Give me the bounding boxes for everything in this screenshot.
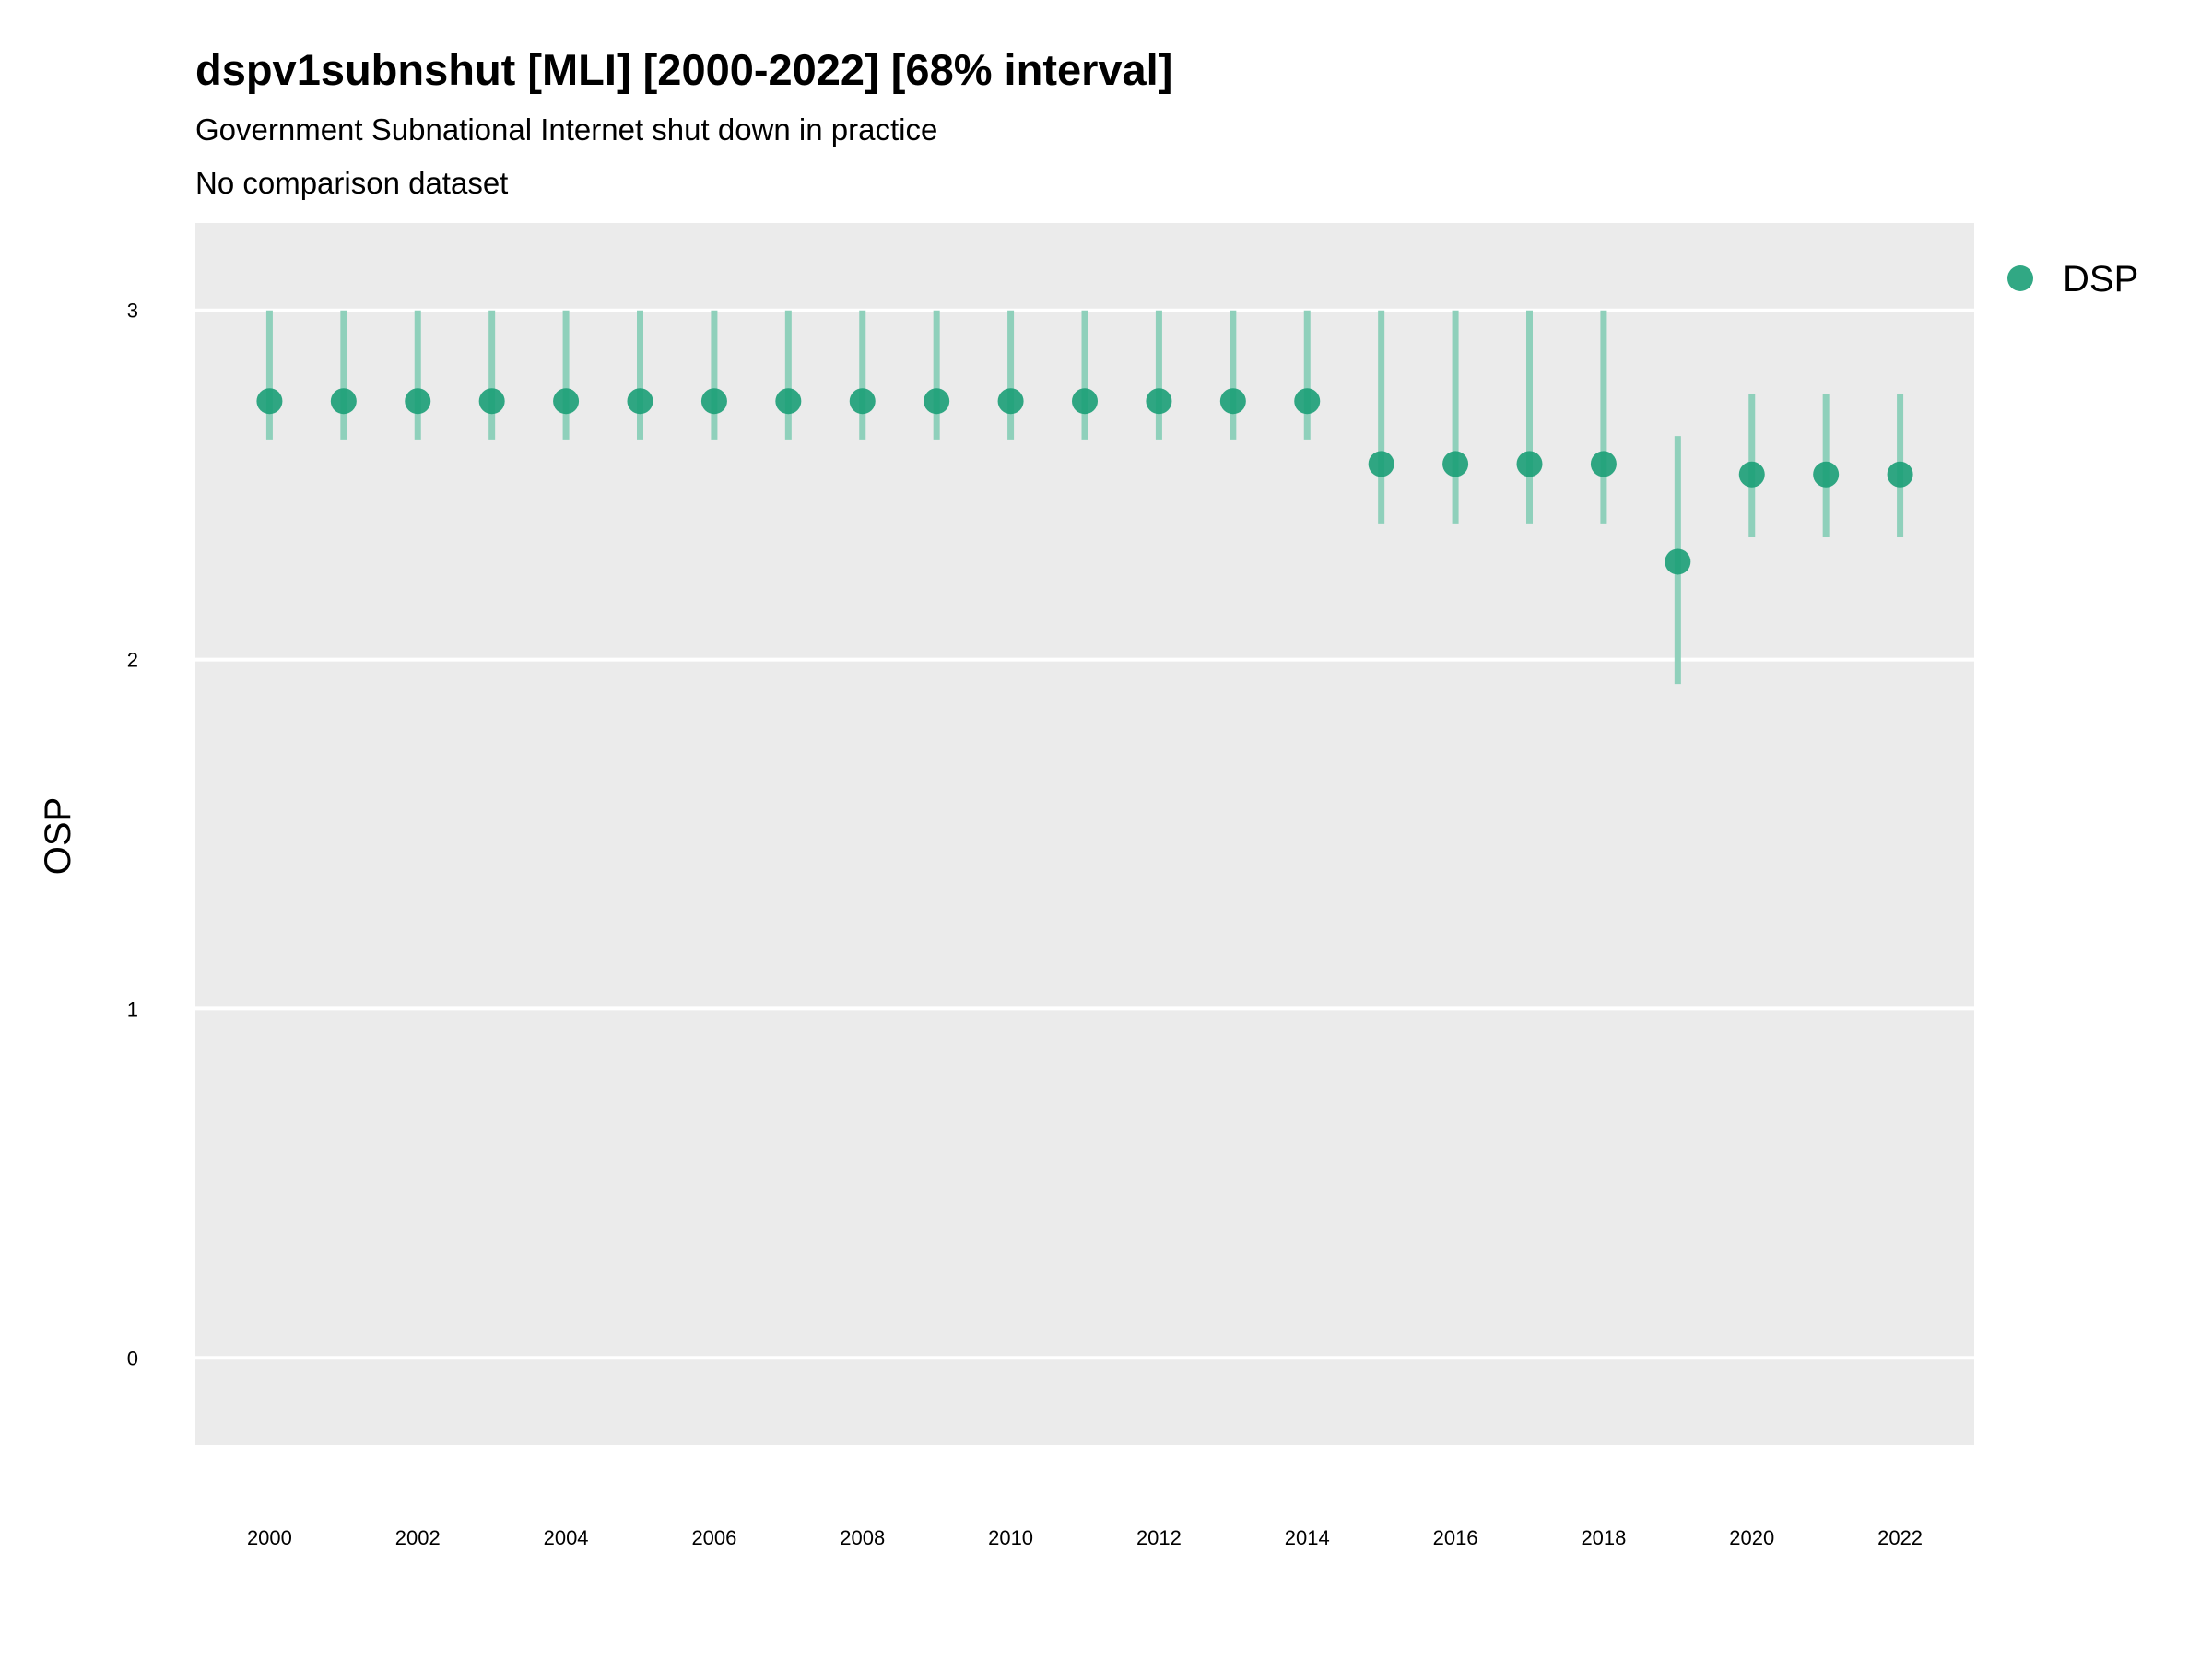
data-point [1738, 461, 1765, 488]
x-tick-label: 2010 [988, 1526, 1033, 1549]
data-point [775, 388, 802, 415]
legend-marker-dsp [2007, 265, 2033, 291]
data-point [1442, 451, 1469, 477]
chart-subtitle: Government Subnational Internet shut dow… [195, 112, 937, 147]
data-point [1887, 461, 1913, 488]
x-tick-label: 2022 [1877, 1526, 1923, 1549]
data-point [330, 388, 357, 415]
x-tick-label: 2004 [544, 1526, 589, 1549]
data-point [849, 388, 876, 415]
data-point [256, 388, 283, 415]
y-tick-label: 2 [127, 649, 138, 672]
x-tick-label: 2020 [1729, 1526, 1774, 1549]
chart-subtitle-comparison: No comparison dataset [195, 166, 508, 200]
data-point [553, 388, 580, 415]
legend: DSP [2007, 259, 2138, 300]
chart-title: dspv1subnshut [MLI] [2000-2022] [68% int… [195, 45, 1172, 94]
y-axis-ticks: 0 1 2 3 [127, 300, 138, 1371]
x-tick-label: 2018 [1581, 1526, 1626, 1549]
data-point [1146, 388, 1172, 415]
x-tick-label: 2002 [395, 1526, 441, 1549]
data-point [1294, 388, 1321, 415]
data-point [478, 388, 505, 415]
x-axis-ticks: 2000 2002 2004 2006 2008 2010 2012 2014 2016 2018… [247, 1526, 1923, 1549]
data-point [997, 388, 1024, 415]
x-tick-label: 2014 [1285, 1526, 1330, 1549]
data-point [1219, 388, 1246, 415]
y-tick-label: 0 [127, 1347, 138, 1370]
data-point [1813, 461, 1840, 488]
y-tick-label: 1 [127, 997, 138, 1020]
x-tick-label: 2012 [1136, 1526, 1182, 1549]
data-point [1368, 451, 1394, 477]
data-point [1665, 548, 1691, 575]
data-point [924, 388, 950, 415]
x-tick-label: 2006 [691, 1526, 736, 1549]
y-axis-label: OSP [38, 797, 78, 875]
data-point [405, 388, 431, 415]
y-tick-label: 3 [127, 300, 138, 323]
interval-bars [265, 310, 1904, 685]
legend-label-dsp: DSP [2063, 259, 2138, 300]
data-point [1072, 388, 1098, 415]
data-point [1590, 451, 1617, 477]
x-tick-label: 2008 [840, 1526, 885, 1549]
data-point [700, 388, 727, 415]
data-point [1516, 451, 1543, 477]
data-point [627, 388, 653, 415]
x-tick-label: 2000 [247, 1526, 292, 1549]
x-tick-label: 2016 [1433, 1526, 1478, 1549]
data-points [256, 388, 1913, 575]
